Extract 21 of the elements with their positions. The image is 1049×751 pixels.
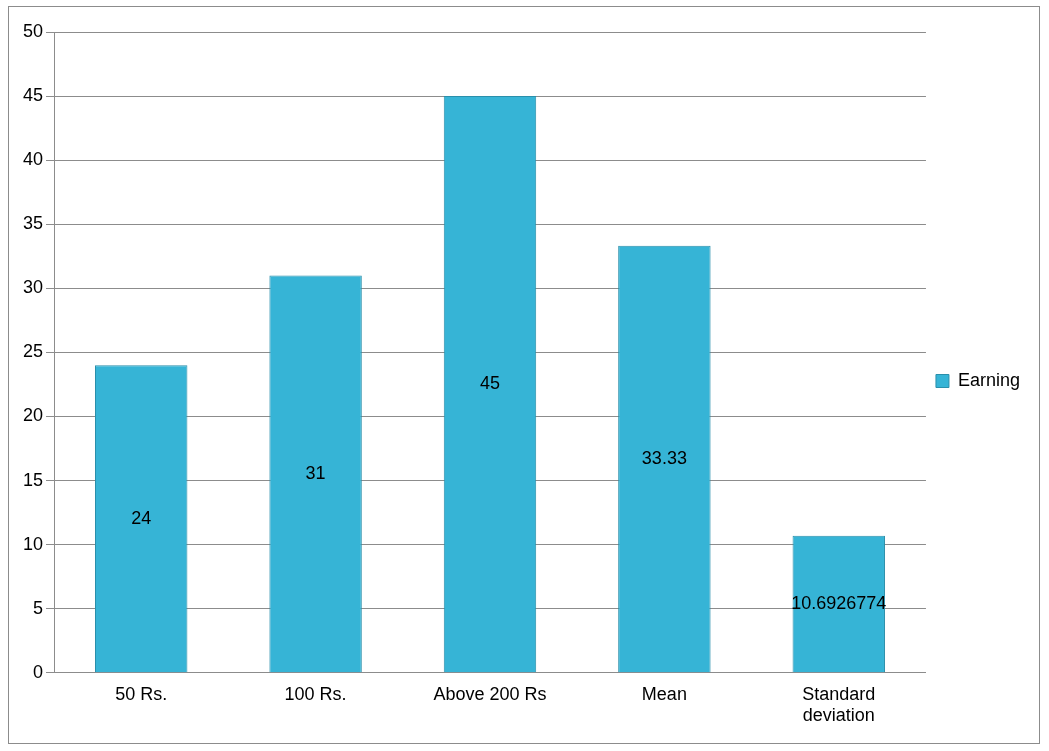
y-tick-label: 15 [22, 469, 44, 490]
data-label: 31 [305, 462, 326, 483]
y-tick-label: 50 [22, 20, 44, 41]
y-tick-label: 45 [22, 85, 44, 106]
x-tick-label: Standard deviation [802, 683, 876, 726]
x-tick-label: 100 Rs. [284, 683, 347, 704]
y-tick-label: 10 [22, 533, 44, 554]
y-tick-label: 30 [22, 277, 44, 298]
y-tick-label: 25 [22, 341, 44, 362]
y-tick-label: 0 [33, 661, 44, 682]
x-tick-label: Above 200 Rs [433, 683, 547, 704]
x-tick-label: 50 Rs. [115, 683, 168, 704]
x-tick-label: Mean [641, 683, 687, 704]
y-tick-label: 5 [33, 597, 44, 618]
y-tick-label: 20 [22, 405, 44, 426]
y-tick-label: 35 [22, 213, 44, 234]
data-label: 24 [131, 507, 152, 528]
y-tick-label: 40 [22, 149, 44, 170]
data-label: 45 [479, 373, 501, 394]
data-label: 33.33 [641, 447, 687, 468]
legend-label: Earning [957, 369, 1020, 390]
